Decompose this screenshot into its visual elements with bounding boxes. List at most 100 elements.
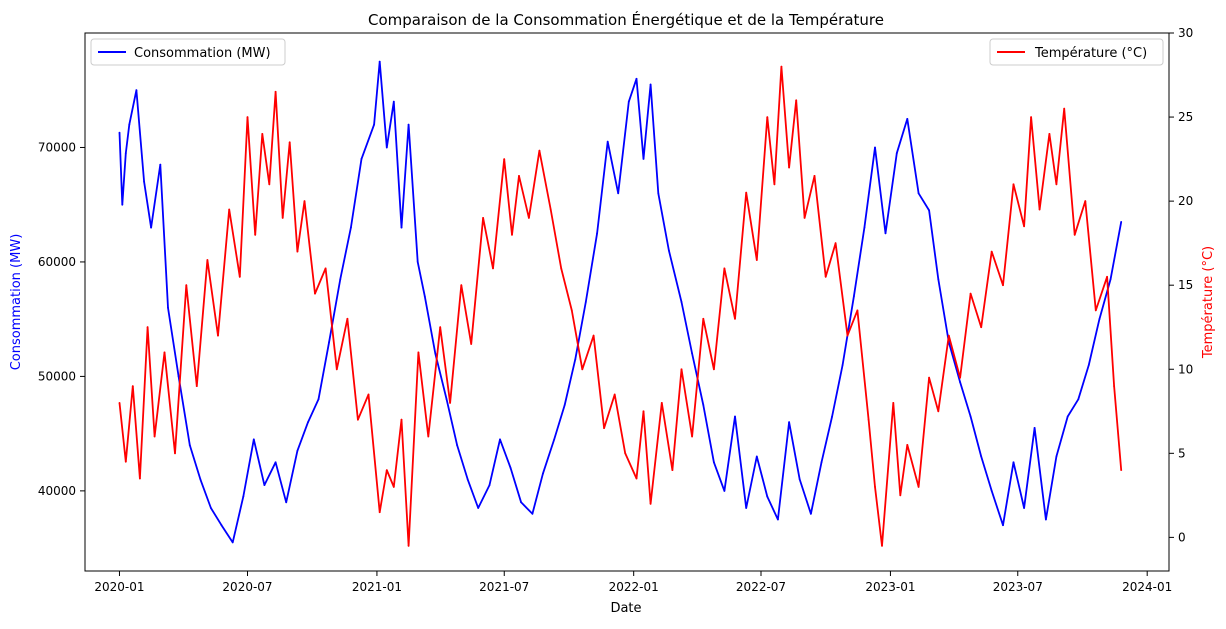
consumption-point [627, 100, 630, 103]
consumption-point [328, 341, 330, 343]
consumption-point [456, 444, 458, 446]
consumption-point [777, 518, 779, 521]
consumption-point [680, 301, 683, 303]
legend-left: Consommation (MW) [90, 38, 286, 66]
consumption-point [563, 404, 566, 406]
x-tick-label: 2023-01 [865, 580, 915, 594]
x-tick-label: 2021-01 [352, 580, 402, 594]
temperature-point [217, 334, 219, 337]
consumption-point [1120, 221, 1123, 223]
temperature-point [734, 317, 736, 320]
consumption-point [378, 60, 381, 63]
temperature-point [174, 452, 176, 455]
temperature-point [1063, 107, 1066, 110]
consumption-point [1045, 518, 1047, 521]
consumption-point [959, 381, 961, 383]
temperature-point [118, 402, 121, 404]
consumption-point [928, 209, 930, 212]
y-axis-right: 0 5 10 15 20 25 30 [1169, 26, 1193, 544]
legend-left-label: Consommation (MW) [134, 46, 271, 61]
temperature-point [511, 233, 513, 236]
temperature-point [671, 469, 674, 471]
temperature-point [1073, 233, 1076, 236]
consumption-point [745, 507, 748, 509]
temperature-point [367, 393, 370, 396]
temperature-point [570, 309, 573, 312]
consumption-point [734, 415, 736, 418]
consumption-point [617, 192, 620, 195]
temperature-point [813, 175, 816, 177]
consumption-point [1055, 455, 1058, 458]
temperature-point [492, 267, 494, 270]
temperature-point [947, 334, 950, 337]
consumption-point [917, 192, 920, 195]
legend-right: Température (°C) [989, 38, 1164, 66]
x-tick-label: 2022-01 [609, 580, 659, 594]
temperature-point [795, 99, 798, 102]
consumption-point [520, 501, 522, 504]
temperature-point [766, 116, 769, 118]
temperature-point [691, 435, 693, 438]
temperature-point [206, 259, 209, 261]
temperature-point [788, 166, 790, 169]
consumption-point [635, 77, 638, 80]
consumption-point [150, 226, 153, 229]
temperature-point [713, 368, 715, 371]
consumption-point [1077, 398, 1080, 401]
temperature-point [745, 191, 748, 194]
temperature-point [503, 158, 506, 161]
temperature-point [780, 65, 783, 68]
consumption-point [788, 421, 790, 424]
temperature-point [1023, 225, 1025, 228]
consumption-point [831, 415, 833, 418]
temperature-point [470, 343, 473, 345]
temperature-point [846, 334, 849, 337]
consumption-point [798, 478, 801, 481]
temperature-point [146, 326, 149, 329]
temperature-point [635, 477, 638, 480]
legend-right-box [989, 38, 1164, 66]
consumption-point [143, 180, 146, 183]
x-axis: 2020-01 2020-07 2021-01 2021-07 2022-01 2022-… [94, 571, 1172, 594]
consumption-point [466, 478, 469, 481]
temperature-point [357, 418, 359, 421]
temperature-point [131, 385, 134, 387]
temperature-point [680, 368, 683, 371]
temperature-point [288, 141, 291, 144]
consumption-point [906, 118, 909, 120]
temperature-point [346, 317, 349, 320]
temperature-point [324, 267, 327, 270]
consumption-point [488, 484, 491, 486]
temperature-point [755, 259, 758, 261]
consumption-point [285, 501, 288, 504]
consumption-point [606, 140, 609, 143]
temperature-point [899, 494, 902, 497]
consumption-point [231, 541, 234, 544]
consumption-point [642, 158, 645, 160]
temperature-point [538, 149, 541, 152]
temperature-point [917, 486, 920, 488]
temperature-point [335, 368, 338, 371]
consumption-point [937, 278, 940, 280]
temperature-point [773, 183, 776, 186]
temperature-point [1048, 133, 1051, 135]
legend-left-box [90, 38, 286, 66]
temperature-point [1084, 200, 1087, 203]
x-tick-label: 2020-01 [94, 580, 144, 594]
y-right-tick-label: 25 [1178, 110, 1193, 124]
consumption-point [766, 495, 769, 498]
consumption-point [884, 232, 887, 235]
consumption-point [392, 100, 395, 103]
temperature-point [613, 393, 616, 396]
consumption-point [400, 226, 403, 229]
consumption-point [350, 226, 352, 229]
consumption-point [584, 301, 587, 303]
consumption-point [841, 364, 844, 366]
temperature-point [603, 427, 605, 429]
temperature-point [417, 351, 420, 354]
x-tick-label: 2020-07 [222, 580, 272, 594]
temperature-point [124, 460, 127, 463]
temperature-point [195, 385, 198, 387]
consumption-point [199, 478, 202, 481]
consumption-point [210, 507, 212, 509]
